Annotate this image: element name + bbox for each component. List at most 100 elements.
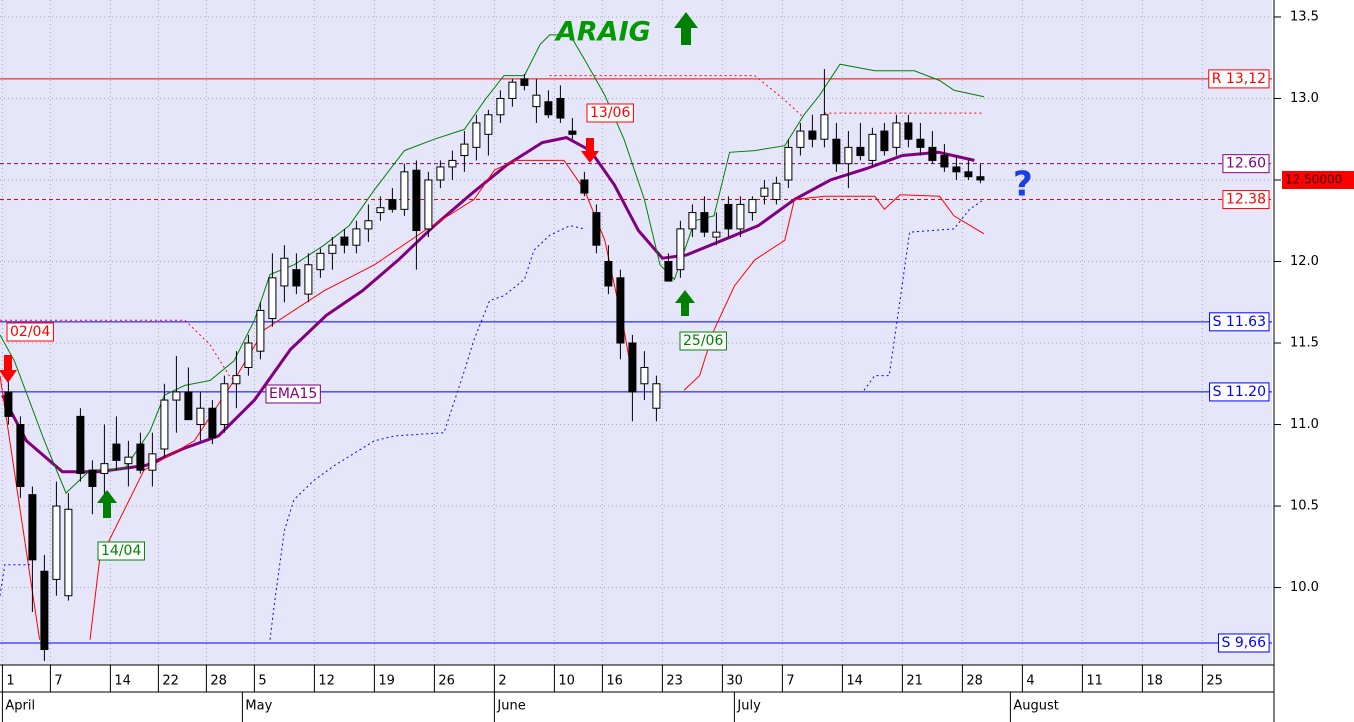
candle-body bbox=[616, 277, 625, 344]
annotations: 02/04 14/04 13/06 25/06 EMA15 ARAIG ? bbox=[0, 12, 1033, 561]
level-label: R 13,12 bbox=[1212, 71, 1266, 87]
indicator-line bbox=[0, 159, 985, 640]
label-box bbox=[679, 331, 727, 351]
candle-body bbox=[556, 97, 565, 119]
candle-body bbox=[688, 212, 697, 230]
candle-body bbox=[532, 94, 541, 108]
y-tick-label: 13.0 bbox=[1290, 91, 1319, 106]
candle-body bbox=[832, 138, 841, 165]
candle-body bbox=[256, 309, 265, 352]
candle-body bbox=[280, 257, 289, 287]
candle-body bbox=[28, 494, 37, 561]
y-tick-label: 10.5 bbox=[1290, 499, 1319, 514]
x-tick-label: 26 bbox=[438, 674, 455, 689]
x-tick-label: 19 bbox=[378, 674, 395, 689]
sell-arrow bbox=[0, 355, 17, 383]
candle-body bbox=[160, 399, 169, 450]
y-tick-label: 13.5 bbox=[1290, 9, 1319, 24]
month-label: August bbox=[1013, 699, 1059, 714]
candle-body bbox=[712, 231, 721, 238]
y-tick-label: 11.0 bbox=[1290, 417, 1319, 432]
y-tick-label: 10.0 bbox=[1290, 580, 1319, 595]
plot-area bbox=[0, 0, 1272, 665]
x-axis-area bbox=[0, 665, 1354, 722]
label-box bbox=[265, 384, 321, 404]
last-price-tag bbox=[1282, 170, 1354, 189]
x-tick-label: 25 bbox=[1206, 674, 1223, 689]
candle-body bbox=[76, 415, 85, 474]
candle-body bbox=[196, 407, 205, 426]
candle-body bbox=[436, 166, 445, 181]
candle-body bbox=[880, 130, 889, 152]
candle-body bbox=[628, 342, 637, 393]
y-tick-label: 12.0 bbox=[1290, 254, 1319, 269]
y-axis-area bbox=[1272, 0, 1354, 665]
level-label: S 11.63 bbox=[1213, 314, 1266, 330]
candle-body bbox=[676, 228, 685, 271]
candle-body bbox=[892, 122, 901, 148]
candle-body bbox=[796, 130, 805, 148]
x-tick-label: 11 bbox=[1086, 674, 1103, 689]
candles bbox=[4, 69, 985, 661]
grid bbox=[0, 0, 1272, 665]
candle-body bbox=[604, 261, 613, 287]
x-tick-label: 18 bbox=[1146, 674, 1163, 689]
candle-body bbox=[472, 122, 481, 148]
level-label: 12.60 bbox=[1226, 156, 1266, 172]
indicator-lines bbox=[0, 34, 985, 640]
candle-body bbox=[544, 101, 553, 116]
candle-body bbox=[700, 212, 709, 233]
candle-body bbox=[424, 179, 433, 230]
x-tick-label: 4 bbox=[1026, 674, 1034, 689]
candle-body bbox=[844, 146, 853, 165]
x-tick-label: 16 bbox=[606, 674, 623, 689]
label-box bbox=[1222, 190, 1270, 210]
candle-body bbox=[496, 97, 505, 116]
x-tick-label: 14 bbox=[114, 674, 131, 689]
candle-body bbox=[652, 383, 661, 409]
label-box bbox=[97, 541, 145, 561]
x-tick-label: 10 bbox=[558, 674, 575, 689]
signal-label: 02/04 bbox=[10, 324, 50, 340]
month-label: June bbox=[496, 699, 525, 714]
candle-body bbox=[568, 130, 577, 135]
candle-body bbox=[448, 159, 457, 168]
x-tick-label: 23 bbox=[666, 674, 683, 689]
buy-arrow bbox=[97, 490, 117, 518]
x-tick-label: 1 bbox=[6, 674, 14, 689]
candle-body bbox=[940, 155, 949, 168]
candle-body bbox=[460, 143, 469, 157]
candle-body bbox=[772, 182, 781, 201]
label-box bbox=[1209, 312, 1270, 332]
candle-body bbox=[520, 78, 529, 86]
candle-body bbox=[400, 171, 409, 210]
buy-arrow bbox=[674, 12, 698, 45]
candle-body bbox=[232, 375, 241, 385]
month-label: April bbox=[5, 699, 35, 714]
candle-body bbox=[976, 176, 985, 181]
candle-body bbox=[808, 130, 817, 140]
candle-body bbox=[352, 228, 361, 246]
x-tick-label: 22 bbox=[162, 674, 179, 689]
question-mark: ? bbox=[1013, 165, 1033, 205]
candle-body bbox=[388, 199, 397, 210]
label-box bbox=[1222, 154, 1270, 174]
candle-body bbox=[64, 508, 73, 597]
x-tick-label: 2 bbox=[498, 674, 506, 689]
x-tick-label: 21 bbox=[906, 674, 923, 689]
x-tick-label: 28 bbox=[210, 674, 227, 689]
candle-body bbox=[928, 146, 937, 161]
candle-body bbox=[88, 469, 97, 487]
label-box bbox=[586, 103, 634, 123]
candle-body bbox=[244, 342, 253, 368]
x-tick-label: 7 bbox=[54, 674, 62, 689]
candle-body bbox=[316, 252, 325, 271]
buy-arrow bbox=[675, 290, 695, 316]
candle-body bbox=[736, 203, 745, 230]
candle-body bbox=[508, 81, 517, 99]
ema-label: EMA15 bbox=[269, 386, 317, 402]
label-box bbox=[6, 322, 54, 342]
